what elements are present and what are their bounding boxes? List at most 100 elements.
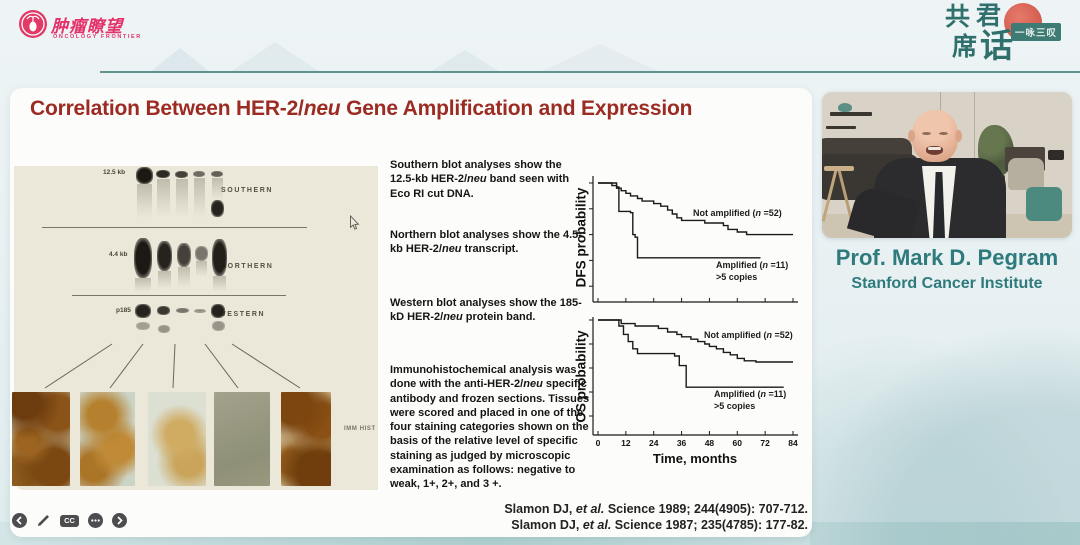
- dfs-legend-amplified: Amplified (n =11) >5 copies: [716, 260, 789, 282]
- blot-band: [211, 171, 223, 177]
- blot-smear: [194, 178, 205, 218]
- svg-text:24: 24: [649, 438, 659, 448]
- blot-band: [176, 308, 189, 313]
- blot-band: [212, 239, 227, 276]
- dfs-km-chart: [589, 176, 798, 303]
- blot-band: [195, 246, 208, 261]
- ottoman: [1026, 187, 1062, 221]
- ihc-pointer-lines: [44, 343, 301, 389]
- ihc-image-strong: [281, 392, 331, 486]
- os-km-chart: 0 12 24 36 48 60 72 84: [589, 317, 798, 448]
- background-mountain: [430, 50, 500, 72]
- blot-band: [157, 306, 170, 315]
- oncology-frontier-logo: 肿瘤瞭望 ONCOLOGY FRONTIER: [18, 8, 178, 48]
- os-y-axis-label: OS probability: [573, 330, 589, 423]
- side-table: [824, 166, 854, 171]
- blot-band: [211, 304, 225, 318]
- figure-divider: [72, 295, 286, 296]
- svg-text:84: 84: [788, 438, 798, 448]
- back-button[interactable]: [12, 513, 27, 528]
- svg-text:72: 72: [760, 438, 770, 448]
- speaker-eye: [939, 132, 948, 135]
- calligraphy-char: 席: [952, 33, 978, 61]
- figure-divider: [42, 227, 307, 228]
- northern-blot-label: NORTHERN: [221, 263, 274, 270]
- dfs-y-axis-label: DFS probability: [573, 187, 589, 288]
- hat: [838, 103, 852, 112]
- slide-toolbar: CC: [12, 513, 127, 528]
- blot-band: [175, 171, 188, 178]
- blot-band: [211, 200, 224, 217]
- blot-smear: [158, 271, 171, 289]
- next-button[interactable]: [112, 513, 127, 528]
- logo-emblem-icon: [18, 9, 48, 39]
- blot-band: [136, 322, 150, 330]
- speaker-tie: [933, 172, 945, 238]
- speaker-mouth: [926, 146, 943, 155]
- ihc-caption: IMM HIST: [344, 426, 376, 432]
- pen-button[interactable]: [36, 513, 51, 528]
- blot-band: [157, 241, 172, 271]
- wall-shelf: [826, 126, 856, 129]
- background-mountain: [230, 42, 320, 72]
- blot-smear: [178, 267, 190, 287]
- citation-line: Slamon DJ, et al. Science 1987; 235(4785…: [511, 517, 808, 532]
- western-paragraph: Western blot analyses show the 185-kD HE…: [390, 297, 582, 324]
- captions-button[interactable]: CC: [60, 514, 79, 527]
- blot-smear: [196, 261, 207, 277]
- logo-en-subtitle: ONCOLOGY FRONTIER: [53, 34, 142, 40]
- svg-text:0: 0: [596, 438, 601, 448]
- speaker-eye: [922, 132, 931, 135]
- next-arrow-icon: [117, 516, 123, 525]
- pen-icon: [38, 515, 49, 526]
- background-mountain: [540, 44, 660, 72]
- background-mountains-right: [810, 330, 1080, 545]
- blot-band: [158, 325, 170, 333]
- svg-text:36: 36: [677, 438, 687, 448]
- calligraphy-char: 话: [980, 27, 1013, 64]
- blot-band: [156, 170, 170, 178]
- more-button[interactable]: [88, 513, 103, 528]
- blot-band: [177, 243, 191, 267]
- armchair: [1008, 158, 1044, 190]
- svg-text:12: 12: [621, 438, 631, 448]
- os-legend-not-amplified: Not amplified (n =52): [704, 330, 793, 340]
- southern-paragraph: Southern blot analyses show the 12.5-kb …: [390, 159, 570, 200]
- speaker-ear: [908, 130, 915, 142]
- ellipsis-icon: [91, 519, 100, 522]
- blot-smear: [137, 184, 152, 218]
- western-blot-label: WESTERN: [219, 311, 266, 318]
- door-seam: [974, 92, 975, 212]
- background-mountain: [150, 48, 210, 72]
- speaker-ear: [955, 130, 962, 142]
- os-legend-amplified: Amplified (n =11) >5 copies: [714, 389, 787, 411]
- show-title-calligraphy: 共 君 席 话 一咏三叹: [935, 0, 1080, 75]
- header-divider: [100, 71, 1080, 73]
- northern-size-label: 4.4 kb: [109, 251, 128, 258]
- dfs-legend-not-amplified: Not amplified (n =52): [693, 208, 782, 218]
- back-arrow-icon: [16, 516, 22, 525]
- speaker-video: [822, 92, 1072, 238]
- svg-text:60: 60: [733, 438, 743, 448]
- blot-smear: [157, 179, 170, 217]
- southern-size-label: 12.5 kb: [103, 169, 126, 176]
- citation-line: Slamon DJ, et al. Science 1989; 244(4905…: [504, 502, 808, 516]
- blot-smear: [213, 276, 226, 292]
- ihc-image-3plus: [12, 392, 70, 486]
- speaker-affiliation: Stanford Cancer Institute: [851, 275, 1043, 292]
- wall-shelf: [830, 112, 872, 116]
- logo-cn-title: 肿瘤瞭望: [51, 17, 123, 36]
- ihc-paragraph: Immunohistochemical analysis was done wi…: [390, 364, 590, 491]
- blot-band: [135, 304, 151, 318]
- blot-band: [193, 171, 205, 177]
- citations: Slamon DJ, et al. Science 1989; 244(4905…: [470, 502, 808, 533]
- western-size-label: p185: [116, 307, 131, 314]
- calligraphy-char: 君: [976, 2, 1002, 30]
- svg-text:48: 48: [705, 438, 715, 448]
- blot-band: [134, 238, 152, 278]
- ihc-image-1plus: [148, 392, 206, 486]
- tagline-badge: 一咏三叹: [1011, 23, 1062, 41]
- blot-band: [194, 309, 206, 313]
- ihc-image-negative: [214, 392, 270, 486]
